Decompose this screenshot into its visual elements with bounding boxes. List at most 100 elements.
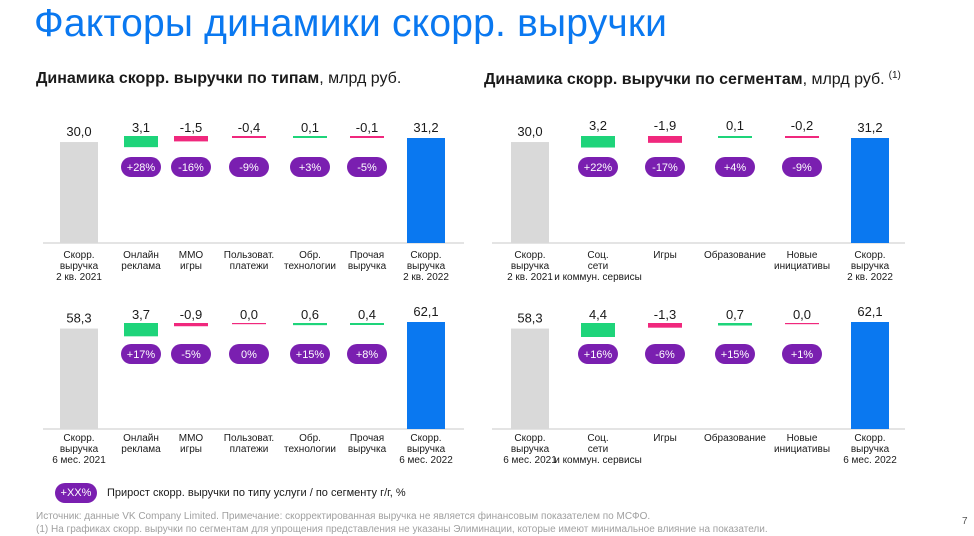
growth-pill-label: -5% <box>181 349 201 361</box>
growth-pill-label: +8% <box>356 349 379 361</box>
category-label: Соц. сети и коммун. сервисы <box>554 433 642 466</box>
growth-pill-label: -9% <box>792 162 812 174</box>
growth-pill-label: +3% <box>299 162 322 174</box>
bar-value-label: 30,0 <box>66 124 91 139</box>
category-label: Скорр. выручка 6 мес. 2021 <box>503 433 557 466</box>
footnote-eliminations: (1) На графиках скорр. выручки по сегмен… <box>36 524 768 535</box>
category-label: Пользоват. платежи <box>224 250 274 272</box>
bar-value-label: 3,7 <box>132 307 150 322</box>
growth-pill-label: -9% <box>239 162 259 174</box>
category-label: Обр. технологии <box>284 249 336 272</box>
growth-pill <box>171 344 211 364</box>
increase-bar <box>581 136 615 148</box>
growth-pill <box>121 344 161 364</box>
category-label: Образование <box>704 249 766 261</box>
growth-pill <box>290 157 330 177</box>
increase-bar <box>124 136 158 148</box>
growth-pill <box>229 344 269 364</box>
increase-bar <box>124 323 158 337</box>
category-label: Новые инициативы <box>774 433 830 455</box>
legend: +XX% Прирост скорр. выручки по типу услу… <box>55 483 406 503</box>
panel-title-segments-text: Динамика скорр. выручки по сегментам <box>484 71 803 88</box>
footnote-source: Источник: данные VK Company Limited. При… <box>36 511 651 522</box>
growth-pill-label: -17% <box>652 162 678 174</box>
bar-value-label: 0,0 <box>793 307 811 322</box>
bar-value-label: 58,3 <box>517 311 542 326</box>
bar-value-label: -0,1 <box>356 120 378 135</box>
growth-pill <box>121 157 161 177</box>
category-label: Образование <box>704 432 766 444</box>
legend-text: Прирост скорр. выручки по типу услуги / … <box>107 487 406 499</box>
end-total-bar <box>851 138 889 243</box>
bar-value-label: 30,0 <box>517 124 542 139</box>
category-label: Скорр. выручка 2 кв. 2021 <box>507 250 553 283</box>
decrease-bar <box>648 136 682 143</box>
bar-value-label: -0,2 <box>791 118 813 133</box>
bar-value-label: 0,4 <box>358 307 376 322</box>
decrease-bar <box>648 323 682 328</box>
decrease-bar <box>174 323 208 327</box>
increase-bar <box>293 136 327 138</box>
bar-value-label: 0,1 <box>301 120 319 135</box>
category-label: Скорр. выручка 2 кв. 2021 <box>56 250 102 283</box>
legend-growth-pill: +XX% <box>55 483 97 503</box>
growth-pill <box>715 157 755 177</box>
footnote-mark: (1) <box>888 70 901 81</box>
growth-pill-label: +16% <box>584 349 613 361</box>
category-label: ММО игры <box>179 250 204 272</box>
category-label: Новые инициативы <box>774 250 830 272</box>
bar-value-label: 62,1 <box>413 304 438 319</box>
bar-value-label: 3,2 <box>589 118 607 133</box>
panel-title-segments: Динамика скорр. выручки по сегментам, мл… <box>484 70 901 89</box>
bar-value-label: 0,1 <box>726 118 744 133</box>
increase-bar <box>785 323 819 325</box>
start-total-bar <box>60 142 98 243</box>
category-label: Скорр. выручка 6 мес. 2021 <box>52 433 106 466</box>
bar-value-label: -1,5 <box>180 120 202 135</box>
category-label: Скорр. выручка 2 кв. 2022 <box>847 250 893 283</box>
bar-value-label: 62,1 <box>857 304 882 319</box>
category-label: Игры <box>653 433 677 444</box>
growth-pill <box>782 344 822 364</box>
growth-pill-label: +22% <box>584 162 613 174</box>
growth-pill <box>578 157 618 177</box>
growth-pill-label: 0% <box>241 349 257 361</box>
decrease-bar <box>785 136 819 138</box>
growth-pill-label: +1% <box>791 349 814 361</box>
panel-title-types-unit: , млрд руб. <box>319 70 402 87</box>
page-number: 7 <box>962 516 968 527</box>
growth-pill <box>229 157 269 177</box>
bar-value-label: -0,4 <box>238 120 260 135</box>
category-label: Скорр. выручка 6 мес. 2022 <box>843 433 897 466</box>
decrease-bar <box>232 136 266 138</box>
category-label: Скорр. выручка 6 мес. 2022 <box>399 433 453 466</box>
bar-value-label: -0,9 <box>180 307 202 322</box>
category-label: Пользоват. платежи <box>224 433 274 455</box>
bar-value-label: 58,3 <box>66 311 91 326</box>
growth-pill <box>715 344 755 364</box>
category-label: ММО игры <box>179 433 204 455</box>
growth-pill <box>171 157 211 177</box>
growth-pill <box>782 157 822 177</box>
category-label: Игры <box>653 250 677 261</box>
bar-value-label: 31,2 <box>413 120 438 135</box>
growth-pill-label: +4% <box>724 162 747 174</box>
increase-bar <box>350 323 384 325</box>
panel-title-types-text: Динамика скорр. выручки по типам <box>36 70 320 87</box>
category-label: Обр. технологии <box>284 432 336 455</box>
bar-value-label: 31,2 <box>857 120 882 135</box>
growth-pill-label: -5% <box>357 162 377 174</box>
increase-bar <box>718 136 752 138</box>
bar-value-label: 3,1 <box>132 120 150 135</box>
bar-value-label: 0,0 <box>240 307 258 322</box>
category-label: Онлайн реклама <box>121 250 161 272</box>
growth-pill <box>290 344 330 364</box>
start-total-bar <box>511 328 549 429</box>
bar-value-label: 4,4 <box>589 307 607 322</box>
growth-pill <box>578 344 618 364</box>
growth-pill <box>645 344 685 364</box>
growth-pill-label: -6% <box>655 349 675 361</box>
end-total-bar <box>407 322 445 429</box>
growth-pill-label: +28% <box>127 162 156 174</box>
